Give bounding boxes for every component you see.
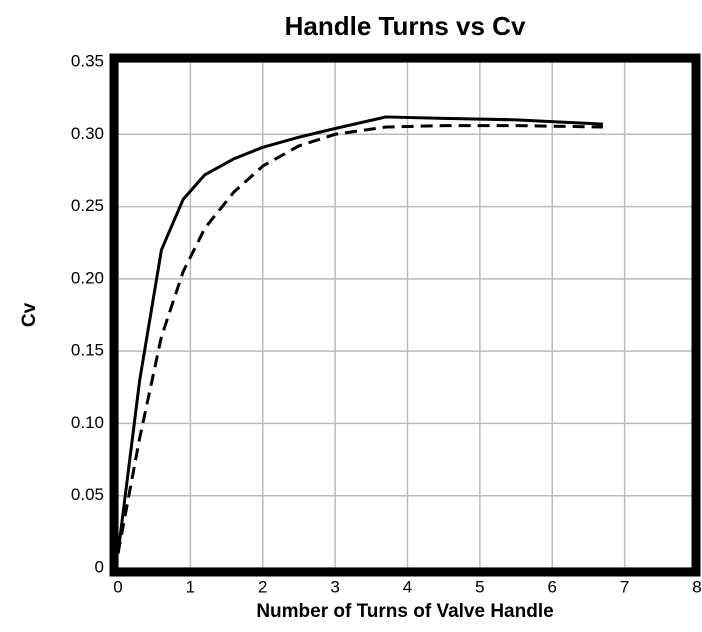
- y-tick-label: 0.25: [71, 196, 104, 215]
- x-tick-label: 0: [113, 577, 122, 596]
- chart-title: Handle Turns vs Cv: [285, 11, 526, 41]
- x-axis-label: Number of Turns of Valve Handle: [256, 601, 553, 622]
- x-tick-label: 7: [620, 577, 629, 596]
- y-axis-label: Cv: [19, 302, 40, 327]
- y-tick-label: 0.10: [71, 413, 104, 432]
- plot-frame: [109, 53, 701, 577]
- x-tick-label: 3: [330, 577, 339, 596]
- x-tick-label: 8: [692, 577, 701, 596]
- data-line: [116, 124, 603, 554]
- y-tick-label: 0.05: [71, 485, 104, 504]
- x-tick-label: 2: [258, 577, 267, 596]
- y-tick-label: 0.15: [71, 341, 104, 360]
- x-tick-label: 6: [548, 577, 557, 596]
- x-tick-label: 1: [186, 577, 195, 596]
- y-tick-label: 0.30: [71, 124, 104, 143]
- y-tick-label: 0.20: [71, 268, 104, 287]
- x-tick-label: 4: [403, 577, 412, 596]
- data-line: [116, 115, 603, 554]
- y-tick-label: 0: [95, 557, 104, 576]
- y-tick-label: 0.35: [71, 51, 104, 70]
- x-tick-label: 5: [475, 577, 484, 596]
